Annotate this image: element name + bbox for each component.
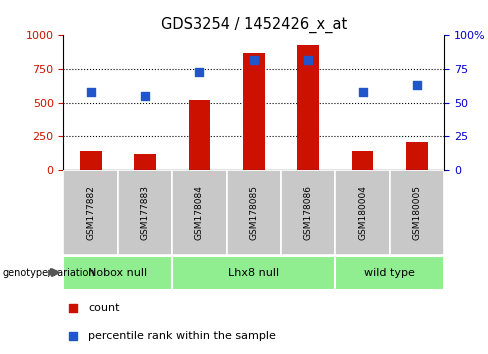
Text: GSM177882: GSM177882: [86, 185, 95, 240]
Text: count: count: [88, 303, 120, 313]
Point: [141, 93, 149, 99]
Bar: [335, 170, 390, 255]
Text: Lhx8 null: Lhx8 null: [228, 268, 279, 278]
Point: [359, 89, 366, 95]
Point: [69, 333, 77, 339]
Bar: [335, 256, 444, 290]
Point: [87, 89, 95, 95]
Bar: [118, 170, 172, 255]
Text: Nobox null: Nobox null: [88, 268, 147, 278]
Title: GDS3254 / 1452426_x_at: GDS3254 / 1452426_x_at: [161, 16, 347, 33]
Point: [250, 57, 258, 62]
Bar: [297, 45, 319, 170]
Bar: [63, 256, 172, 290]
Text: GSM180005: GSM180005: [412, 185, 422, 240]
Text: percentile rank within the sample: percentile rank within the sample: [88, 331, 276, 341]
Bar: [188, 100, 210, 170]
Bar: [134, 154, 156, 170]
Bar: [352, 151, 373, 170]
Bar: [243, 53, 264, 170]
Bar: [172, 170, 226, 255]
Bar: [390, 170, 444, 255]
Text: GSM177883: GSM177883: [141, 185, 149, 240]
Text: GSM180004: GSM180004: [358, 185, 367, 240]
Text: GSM178085: GSM178085: [249, 185, 258, 240]
Bar: [172, 256, 335, 290]
Bar: [226, 170, 281, 255]
Text: GSM178086: GSM178086: [304, 185, 313, 240]
Bar: [80, 151, 102, 170]
Point: [413, 82, 421, 88]
Text: genotype/variation: genotype/variation: [2, 268, 95, 278]
Bar: [281, 170, 335, 255]
Bar: [63, 170, 118, 255]
Bar: [406, 142, 428, 170]
Text: wild type: wild type: [364, 268, 415, 278]
Point: [304, 57, 312, 62]
Text: GSM178084: GSM178084: [195, 185, 204, 240]
Point: [196, 69, 203, 75]
Point: [69, 305, 77, 311]
